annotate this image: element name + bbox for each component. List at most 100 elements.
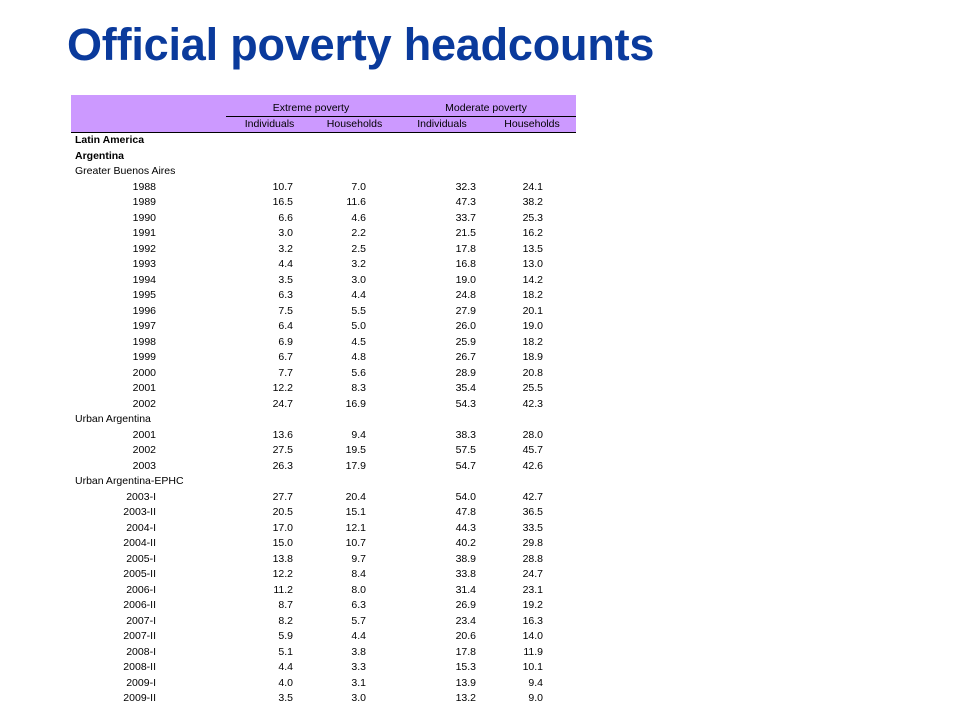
moderate-individuals-cell: 40.2: [455, 537, 476, 549]
table-row: 1993 4.4 3.2 16.8 13.0: [71, 257, 576, 273]
period-cell: 1991: [132, 227, 156, 239]
group-header-row: Extreme poverty Moderate poverty: [71, 101, 576, 117]
period-cell: 1989: [132, 196, 156, 208]
moderate-individuals-cell: 13.9: [455, 676, 476, 689]
period-cell: 2006-II: [123, 599, 156, 611]
moderate-individuals-cell: 17.8: [455, 645, 476, 658]
extreme-households-cell: 2.2: [351, 227, 366, 239]
period-cell: 1997: [132, 320, 156, 332]
extreme-households-cell: 11.6: [346, 196, 366, 208]
extreme-individuals-cell: 11.2: [273, 583, 293, 596]
moderate-households-cell: 14.0: [522, 630, 543, 642]
moderate-individuals-cell: 27.9: [455, 304, 476, 317]
moderate-individuals-cell: 25.9: [455, 335, 476, 348]
moderate-individuals-cell: 17.8: [455, 242, 476, 255]
group-label: Urban Argentina-EPHC: [75, 475, 184, 487]
period-cell: 2009-II: [123, 692, 156, 704]
moderate-individuals-header: Individuals: [396, 117, 488, 133]
moderate-households-cell: 20.1: [522, 304, 543, 317]
extreme-households-cell: 10.7: [345, 537, 366, 549]
extreme-individuals-cell: 3.5: [278, 273, 293, 286]
moderate-individuals-cell: 32.3: [455, 180, 476, 193]
moderate-individuals-cell: 16.8: [455, 258, 476, 270]
table-row: 2005-II 12.2 8.4 33.8 24.7: [71, 567, 576, 583]
period-cell: 1993: [132, 258, 156, 270]
moderate-individuals-cell: 31.4: [455, 583, 476, 596]
extreme-individuals-cell: 6.4: [278, 320, 293, 332]
extreme-individuals-cell: 7.5: [278, 304, 293, 317]
extreme-individuals-cell: 6.9: [278, 335, 293, 348]
period-cell: 2005-I: [126, 552, 156, 565]
extreme-individuals-cell: 10.7: [272, 180, 293, 193]
extreme-individuals-cell: 27.5: [272, 444, 293, 456]
extreme-individuals-cell: 16.5: [272, 196, 293, 208]
table-row: 1997 6.4 5.0 26.0 19.0: [71, 319, 576, 335]
extreme-households-cell: 3.3: [351, 661, 366, 673]
period-cell: 2005-II: [123, 568, 156, 580]
table-row: 2001 12.2 8.3 35.4 25.5: [71, 381, 576, 397]
extreme-individuals-cell: 24.7: [272, 397, 293, 410]
moderate-individuals-cell: 47.3: [455, 196, 476, 208]
moderate-households-cell: 10.1: [522, 661, 543, 673]
table-row: 2007-I 8.2 5.7 23.4 16.3: [71, 614, 576, 630]
moderate-households-cell: 11.9: [523, 645, 543, 658]
moderate-individuals-cell: 26.9: [455, 599, 476, 611]
extreme-individuals-cell: 4.4: [278, 661, 293, 673]
moderate-individuals-cell: 33.7: [455, 211, 476, 224]
moderate-individuals-cell: 13.2: [455, 692, 476, 704]
extreme-households-cell: 12.1: [345, 521, 366, 534]
extreme-households-cell: 17.9: [345, 459, 366, 472]
extreme-households-cell: 3.1: [351, 676, 366, 689]
country-label: Argentina: [75, 149, 125, 162]
moderate-households-cell: 42.7: [522, 490, 543, 503]
extreme-individuals-cell: 13.6: [272, 428, 293, 441]
group-label: Urban Argentina: [75, 413, 151, 425]
moderate-households-cell: 18.9: [522, 351, 543, 363]
table-row: 2009-II 3.5 3.0 13.2 9.0: [71, 691, 576, 707]
table-row: 2006-II 8.7 6.3 26.9 19.2: [71, 598, 576, 614]
extreme-households-cell: 2.5: [351, 242, 366, 255]
extreme-households-cell: 4.4: [351, 630, 366, 642]
table-row: 2003-II 20.5 15.1 47.8 36.5: [71, 505, 576, 521]
moderate-households-cell: 36.5: [522, 506, 543, 518]
sub-header-row: Individuals Households Individuals House…: [71, 117, 576, 133]
moderate-households-cell: 38.2: [522, 196, 543, 208]
period-cell: 2003: [132, 459, 156, 472]
table-row: 1991 3.0 2.2 21.5 16.2: [71, 226, 576, 242]
extreme-individuals-header: Individuals: [226, 117, 313, 133]
extreme-households-cell: 3.0: [351, 692, 366, 704]
moderate-households-cell: 23.1: [522, 583, 543, 596]
moderate-households-cell: 24.7: [522, 568, 543, 580]
moderate-households-cell: 25.3: [522, 211, 543, 224]
extreme-households-cell: 8.0: [351, 583, 366, 596]
period-cell: 2008-I: [126, 645, 156, 658]
extreme-households-cell: 9.7: [351, 552, 366, 565]
extreme-households-cell: 5.7: [351, 614, 366, 627]
table-row: 2004-I 17.0 12.1 44.3 33.5: [71, 521, 576, 537]
poverty-table: Extreme poverty Moderate poverty Individ…: [71, 95, 576, 707]
table-row: 1988 10.7 7.0 32.3 24.1: [71, 180, 576, 196]
extreme-individuals-cell: 17.0: [272, 521, 293, 534]
period-cell: 2002: [132, 397, 156, 410]
period-cell: 1994: [132, 273, 156, 286]
moderate-individuals-cell: 54.7: [455, 459, 476, 472]
extreme-households-cell: 6.3: [351, 599, 366, 611]
extreme-individuals-cell: 4.4: [278, 258, 293, 270]
extreme-households-cell: 5.5: [351, 304, 366, 317]
extreme-households-cell: 15.1: [345, 506, 366, 518]
moderate-individuals-cell: 26.7: [455, 351, 476, 363]
period-cell: 1992: [132, 242, 156, 255]
extreme-households-cell: 8.4: [351, 568, 366, 580]
moderate-households-cell: 13.0: [522, 258, 543, 270]
moderate-households-cell: 29.8: [522, 537, 543, 549]
moderate-individuals-cell: 23.4: [455, 614, 476, 627]
extreme-households-cell: 8.3: [351, 382, 366, 394]
table-row: 1995 6.3 4.4 24.8 18.2: [71, 288, 576, 304]
table-row: 2000 7.7 5.6 28.9 20.8: [71, 366, 576, 382]
table-row: 2001 13.6 9.4 38.3 28.0: [71, 428, 576, 444]
moderate-households-cell: 16.2: [522, 227, 543, 239]
extreme-households-cell: 5.0: [351, 320, 366, 332]
extreme-individuals-cell: 26.3: [272, 459, 293, 472]
table-row: 2004-II 15.0 10.7 40.2 29.8: [71, 536, 576, 552]
moderate-individuals-cell: 54.0: [455, 490, 476, 503]
